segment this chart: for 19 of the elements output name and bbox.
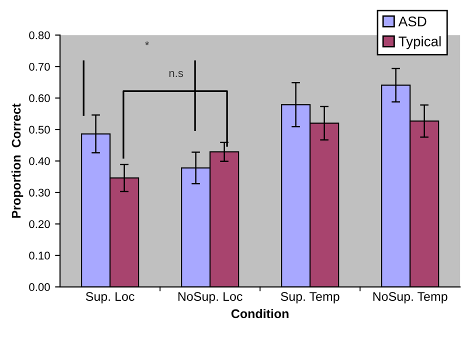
x-axis-title: Condition	[231, 308, 288, 318]
y-tick-label: 0.00	[29, 283, 50, 292]
y-tick-label: 0.10	[29, 252, 50, 260]
y-tick-label: 0.70	[29, 62, 50, 71]
y-tick-label: 0.20	[29, 220, 50, 228]
annotation: n.s	[169, 71, 184, 78]
y-tick-label: 0.50	[29, 126, 50, 134]
y-tick-label: 0.60	[29, 94, 50, 102]
y-tick-label: 0.80	[29, 31, 50, 40]
y-tick-label: 0.30	[29, 188, 50, 197]
legend-label: ASD	[398, 16, 426, 26]
annotation: *	[145, 41, 150, 46]
legend-label: Typical	[398, 36, 441, 50]
x-tick-label: NoSup. Loc	[178, 292, 242, 304]
y-tick-label: 0.40	[29, 157, 50, 166]
x-tick-label: Sup. Loc	[86, 292, 134, 304]
x-tick-label: NoSup. Temp	[373, 292, 448, 304]
x-tick-label: Sup. Temp	[280, 292, 340, 304]
y-axis-title: Proportion Correct	[11, 104, 24, 218]
